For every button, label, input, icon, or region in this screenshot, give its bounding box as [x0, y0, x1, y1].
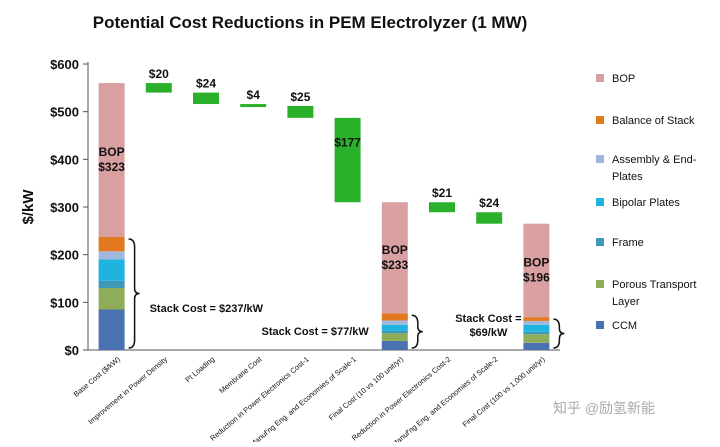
y-axis: $0 $100 $200 $300 $400 $500 $600: [50, 57, 89, 358]
reduction-bar: [193, 92, 219, 105]
chart-title: Potential Cost Reductions in PEM Electro…: [93, 13, 528, 32]
legend-label: Balance of Stack: [612, 115, 695, 127]
bar-segment-balance-of-stack: [381, 313, 408, 321]
bar-segment-porous-transport-layer: [381, 333, 408, 341]
reduction-bar: [429, 202, 455, 213]
reduction-bar: [145, 83, 172, 93]
legend-label: BOP: [612, 73, 635, 85]
stack-brace: [553, 318, 565, 349]
legend-swatch: [596, 321, 604, 329]
legend-label: Frame: [612, 237, 644, 249]
bar-segment-porous-transport-layer: [98, 288, 125, 310]
legend: BOP Balance of Stack Assembly & End-Plates…: [596, 73, 697, 332]
reduction-label: $24: [479, 196, 499, 210]
bar-segment-bop: [98, 83, 125, 238]
legend-label: Assembly & End-Plates: [612, 154, 697, 183]
legend-label: Bipolar Plates: [612, 197, 680, 209]
bar-segment-frame: [381, 330, 408, 334]
bar-segment-ccm: [98, 309, 125, 350]
legend-label: Porous Transport Layer: [612, 279, 696, 308]
reduction-bar: [287, 105, 314, 118]
reduction-label: $24: [196, 77, 216, 91]
bar-data-label: BOP $196: [523, 255, 550, 284]
reduction-bar: [476, 212, 503, 224]
reduction-label: $21: [432, 186, 452, 200]
bar-segment-bop: [523, 223, 550, 318]
reduction-label: $177: [334, 136, 361, 150]
bar-segment-assembly-end-plates: [523, 320, 550, 325]
bar-segment-balance-of-stack: [523, 317, 550, 321]
y-tick-label: $600: [50, 57, 79, 72]
bar-segment-frame: [98, 280, 125, 289]
annotations-group: BOP $323 BOP $233 BOP $196 Stack Cost = $237/k…: [98, 67, 565, 349]
stack-brace: [128, 238, 140, 349]
y-tick-label: $0: [65, 343, 79, 358]
bar-segment-bipolar-plates: [523, 324, 550, 332]
x-tick-label: Membrane Cost: [217, 355, 263, 396]
legend-swatch: [596, 74, 604, 82]
watermark: 知乎 @励氢新能: [553, 400, 655, 416]
bar-segment-bop: [381, 202, 408, 314]
reduction-bar: [334, 117, 361, 203]
bar-data-label: BOP $323: [98, 145, 125, 174]
bar-segment-bipolar-plates: [381, 324, 408, 331]
bar-segment-frame: [523, 331, 550, 335]
bar-segment-balance-of-stack: [98, 237, 125, 252]
bar-segment-ccm: [523, 342, 550, 350]
bar-segment-assembly-end-plates: [98, 251, 125, 260]
legend-swatch: [596, 155, 604, 163]
bars-group: [98, 83, 550, 350]
reduction-bar: [240, 104, 267, 108]
bar-data-label: BOP $233: [381, 243, 408, 272]
x-tick-label: Reduction in Power Electronics Cost-2: [350, 355, 452, 442]
y-axis-label: $/kW: [20, 189, 37, 225]
legend-swatch: [596, 116, 604, 124]
reduction-label: $4: [247, 88, 261, 102]
legend-label: CCM: [612, 320, 637, 332]
x-tick-label: Base Cost ($/kW): [72, 355, 122, 399]
bar-segment-ccm: [381, 340, 408, 350]
x-tick-label: Final Cost (100 vs 1,000 unit/yr): [461, 355, 547, 429]
legend-swatch: [596, 198, 604, 206]
legend-swatch: [596, 280, 604, 288]
stack-cost-label: Stack Cost = $69/kW: [455, 313, 521, 339]
x-tick-label: Pt Loading: [183, 355, 216, 385]
y-tick-label: $200: [50, 248, 79, 263]
y-tick-label: $400: [50, 152, 79, 167]
bar-segment-bipolar-plates: [98, 259, 125, 281]
stack-brace: [411, 314, 423, 349]
stack-cost-label: Stack Cost = $237/kW: [150, 303, 264, 315]
bar-segment-assembly-end-plates: [381, 320, 408, 325]
bar-segment-porous-transport-layer: [523, 334, 550, 343]
stack-cost-label: Stack Cost = $77/kW: [261, 326, 369, 338]
y-tick-label: $100: [50, 295, 79, 310]
y-tick-label: $500: [50, 105, 79, 120]
x-tick-label: Improvement in Power Density: [86, 354, 169, 426]
legend-swatch: [596, 238, 604, 246]
y-tick-label: $300: [50, 200, 79, 215]
reduction-label: $20: [149, 67, 169, 81]
x-tick-label: Reduction in Power Electronics Cost-1: [208, 355, 310, 442]
x-axis: Base Cost ($/kW)Improvement in Power Den…: [72, 349, 560, 447]
reduction-label: $25: [290, 90, 310, 104]
